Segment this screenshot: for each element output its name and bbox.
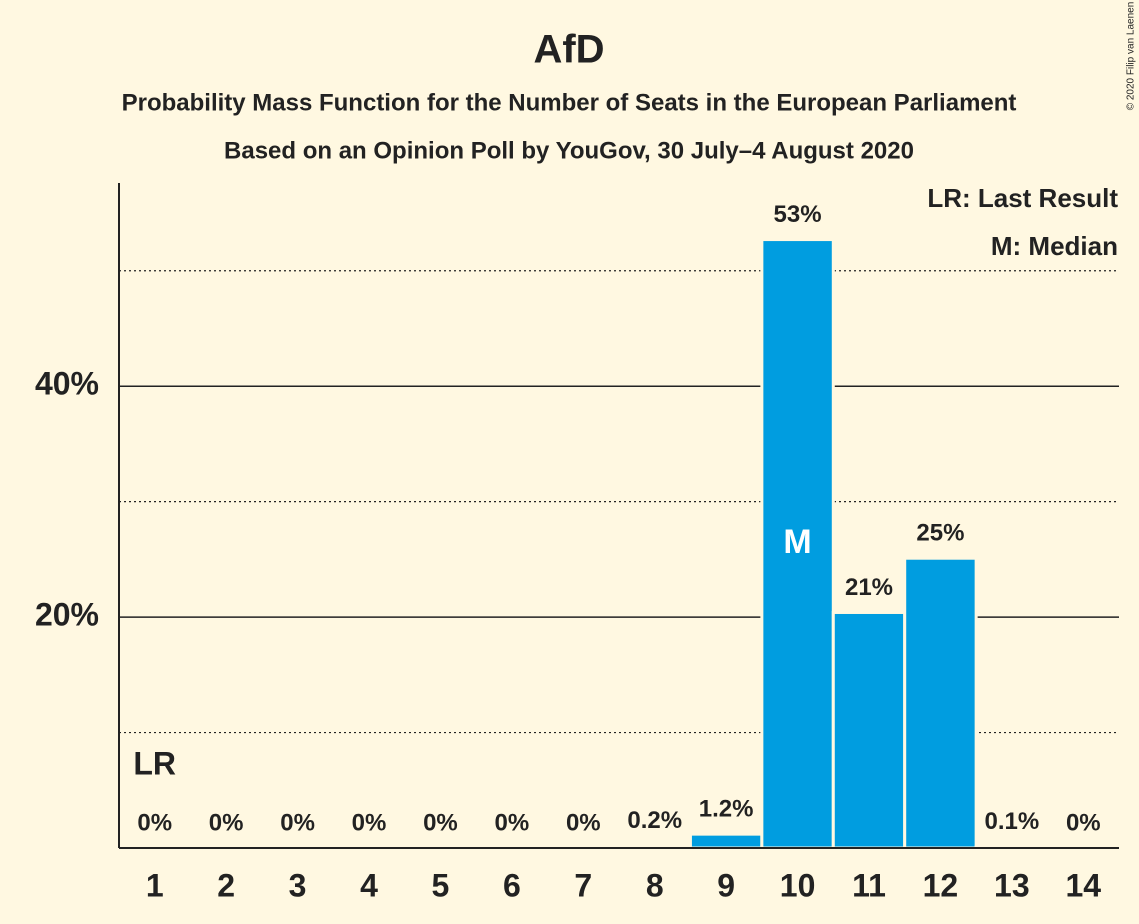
- x-tick-label: 11: [852, 867, 886, 903]
- value-label: 0%: [566, 809, 601, 836]
- value-label: 0.2%: [627, 807, 682, 834]
- value-label: 0%: [352, 809, 387, 836]
- copyright: © 2020 Filip van Laenen: [1126, 2, 1137, 111]
- value-label: 0%: [137, 809, 172, 836]
- value-label: 0%: [209, 809, 244, 836]
- value-label: 0%: [423, 809, 458, 836]
- value-label: 53%: [774, 201, 822, 228]
- x-tick-label: 3: [289, 867, 307, 903]
- x-tick-label: 8: [646, 867, 664, 903]
- legend-entry: M: Median: [991, 231, 1118, 261]
- value-label: 1.2%: [699, 795, 754, 822]
- x-tick-label: 9: [717, 867, 735, 903]
- legend-entry: LR: Last Result: [927, 183, 1118, 213]
- y-tick-label: 20%: [35, 597, 99, 633]
- x-tick-label: 2: [217, 867, 235, 903]
- x-tick-label: 6: [503, 867, 521, 903]
- bar: [760, 238, 835, 850]
- x-tick-label: 14: [1065, 867, 1101, 903]
- value-label: 0%: [280, 809, 315, 836]
- x-tick-label: 12: [923, 867, 959, 903]
- chart-subtitle: Based on an Opinion Poll by YouGov, 30 J…: [224, 137, 914, 164]
- y-tick-label: 40%: [35, 366, 99, 402]
- value-label: 25%: [916, 520, 964, 547]
- value-label: 21%: [845, 574, 893, 601]
- x-tick-label: 4: [360, 867, 378, 903]
- value-label: 0%: [495, 809, 530, 836]
- value-label: 0%: [1066, 809, 1101, 836]
- last-result-marker: LR: [133, 745, 176, 781]
- bar: [688, 832, 764, 850]
- chart-title: AfD: [533, 28, 604, 72]
- x-tick-label: 5: [432, 867, 450, 903]
- x-tick-label: 10: [780, 867, 816, 903]
- x-tick-label: 1: [146, 867, 164, 903]
- x-tick-label: 7: [574, 867, 592, 903]
- bar: [903, 556, 978, 850]
- bar: [831, 610, 907, 850]
- value-label: 0.1%: [985, 808, 1040, 835]
- chart-subtitle: Probability Mass Function for the Number…: [122, 89, 1017, 116]
- median-marker: M: [783, 523, 811, 561]
- x-tick-label: 13: [994, 867, 1030, 903]
